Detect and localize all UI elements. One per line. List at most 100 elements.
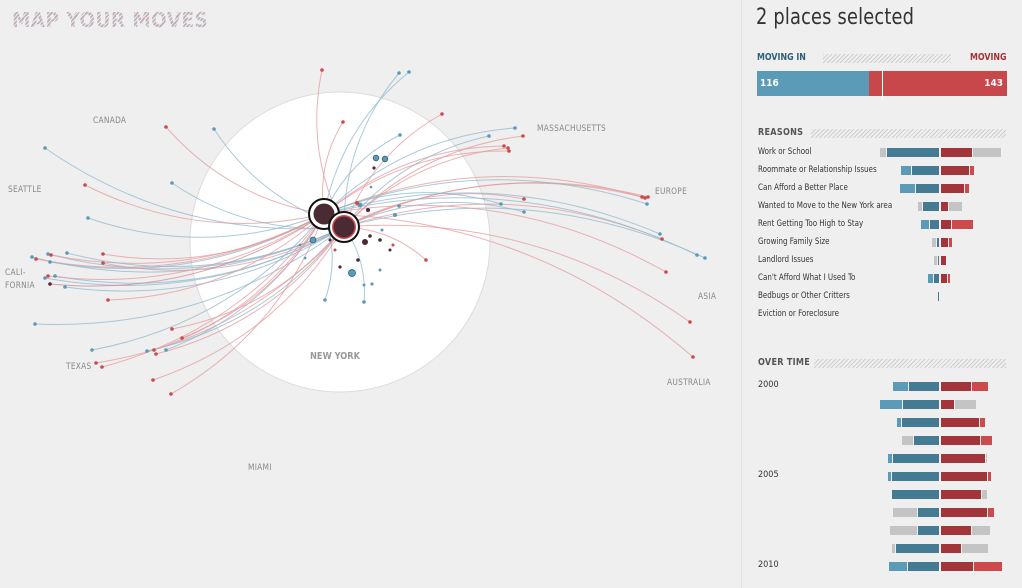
origin-dot[interactable] — [212, 127, 216, 131]
reason-row[interactable]: Wanted to Move to the New York area — [742, 198, 1022, 216]
origin-dot[interactable] — [440, 112, 444, 116]
origin-dot[interactable] — [643, 196, 647, 200]
origin-dot[interactable] — [101, 252, 105, 256]
local-move-dot[interactable] — [298, 243, 302, 247]
origin-dot[interactable] — [48, 282, 52, 286]
local-move-dot[interactable] — [356, 258, 360, 262]
origin-dot[interactable] — [106, 298, 110, 302]
year-row[interactable]: 2005 — [742, 468, 1022, 486]
origin-dot[interactable] — [407, 70, 411, 74]
origin-dot[interactable] — [151, 378, 155, 382]
reason-row[interactable]: Landlord Issues — [742, 252, 1022, 270]
origin-dot[interactable] — [100, 365, 104, 369]
origin-dot[interactable] — [323, 298, 327, 302]
local-move-dot[interactable] — [388, 248, 392, 252]
origin-dot[interactable] — [521, 134, 525, 138]
origin-dot[interactable] — [703, 256, 707, 260]
origin-dot[interactable] — [645, 202, 649, 206]
map-area[interactable]: MAP YOUR MOVES CANADA SEATTLE CALI- FORNIA T… — [0, 0, 740, 588]
origin-dot[interactable] — [397, 71, 401, 75]
reason-row[interactable]: Can Afford a Better Place — [742, 180, 1022, 198]
origin-dot[interactable] — [170, 327, 174, 331]
origin-dot[interactable] — [169, 392, 173, 396]
origin-dot[interactable] — [513, 126, 517, 130]
reason-row[interactable]: Eviction or Foreclosure — [742, 306, 1022, 324]
local-move-dot[interactable] — [380, 228, 384, 232]
origin-dot[interactable] — [691, 355, 695, 359]
origin-dot[interactable] — [487, 134, 491, 138]
origin-dot[interactable] — [660, 237, 664, 241]
origin-dot[interactable] — [506, 146, 510, 150]
origin-dot[interactable] — [152, 348, 156, 352]
reason-row[interactable]: Can't Afford What I Used To — [742, 270, 1022, 288]
origin-dot[interactable] — [154, 352, 158, 356]
local-move-dot[interactable] — [362, 283, 366, 287]
origin-dot[interactable] — [46, 252, 50, 256]
flow-map-canvas[interactable] — [0, 0, 740, 588]
origin-dot[interactable] — [398, 133, 402, 137]
origin-dot[interactable] — [46, 274, 50, 278]
origin-dot[interactable] — [507, 149, 511, 153]
origin-dot[interactable] — [94, 361, 98, 365]
origin-dot[interactable] — [341, 120, 345, 124]
local-move-dot[interactable] — [348, 269, 356, 277]
origin-dot[interactable] — [48, 260, 52, 264]
year-row[interactable] — [742, 504, 1022, 522]
origin-dot[interactable] — [424, 258, 428, 262]
local-move-dot[interactable] — [370, 282, 374, 286]
year-row[interactable] — [742, 540, 1022, 558]
year-row[interactable] — [742, 522, 1022, 540]
local-move-dot[interactable] — [372, 166, 376, 170]
local-move-dot[interactable] — [378, 268, 382, 272]
origin-dot[interactable] — [65, 251, 69, 255]
year-row[interactable]: 2010 — [742, 558, 1022, 576]
local-move-dot[interactable] — [378, 238, 382, 242]
origin-dot[interactable] — [695, 253, 699, 257]
totals-bar[interactable]: 116 143 — [757, 68, 1007, 99]
origin-dot[interactable] — [43, 276, 47, 280]
selected-place-2-marker[interactable] — [333, 216, 355, 238]
reason-row[interactable]: Rent Getting Too High to Stay — [742, 216, 1022, 234]
origin-dot[interactable] — [688, 320, 692, 324]
local-move-dot[interactable] — [366, 208, 370, 212]
year-row[interactable]: 2000 — [742, 378, 1022, 396]
origin-dot[interactable] — [664, 270, 668, 274]
reason-row[interactable]: Growing Family Size — [742, 234, 1022, 252]
local-move-dot[interactable] — [338, 265, 342, 269]
year-row[interactable] — [742, 396, 1022, 414]
origin-dot[interactable] — [320, 68, 324, 72]
local-move-dot[interactable] — [391, 243, 395, 247]
origin-dot[interactable] — [90, 348, 94, 352]
origin-dot[interactable] — [499, 202, 503, 206]
origin-dot[interactable] — [83, 183, 87, 187]
origin-dot[interactable] — [646, 195, 650, 199]
origin-dot[interactable] — [522, 197, 526, 201]
year-row[interactable] — [742, 432, 1022, 450]
origin-dot[interactable] — [30, 255, 34, 259]
origin-dot[interactable] — [164, 125, 168, 129]
origin-dot[interactable] — [522, 210, 526, 214]
local-move-dot[interactable] — [369, 185, 373, 189]
origin-dot[interactable] — [53, 274, 57, 278]
year-row[interactable] — [742, 486, 1022, 504]
origin-dot[interactable] — [164, 348, 168, 352]
origin-dot[interactable] — [170, 181, 174, 185]
local-move-dot[interactable] — [368, 234, 372, 238]
local-move-dot[interactable] — [397, 204, 401, 208]
local-move-dot[interactable] — [333, 248, 337, 252]
origin-dot[interactable] — [49, 253, 53, 257]
local-move-dot[interactable] — [393, 213, 397, 217]
origin-dot[interactable] — [658, 232, 662, 236]
local-move-dot[interactable] — [362, 239, 368, 245]
local-move-dot[interactable] — [355, 201, 359, 205]
origin-dot[interactable] — [145, 349, 149, 353]
local-move-dot[interactable] — [309, 236, 317, 244]
origin-dot[interactable] — [34, 257, 38, 261]
year-row[interactable] — [742, 450, 1022, 468]
origin-dot[interactable] — [86, 216, 90, 220]
local-move-dot[interactable] — [303, 256, 307, 260]
year-row[interactable] — [742, 414, 1022, 432]
origin-dot[interactable] — [33, 322, 37, 326]
origin-dot[interactable] — [362, 300, 366, 304]
local-move-dot[interactable] — [328, 238, 332, 242]
